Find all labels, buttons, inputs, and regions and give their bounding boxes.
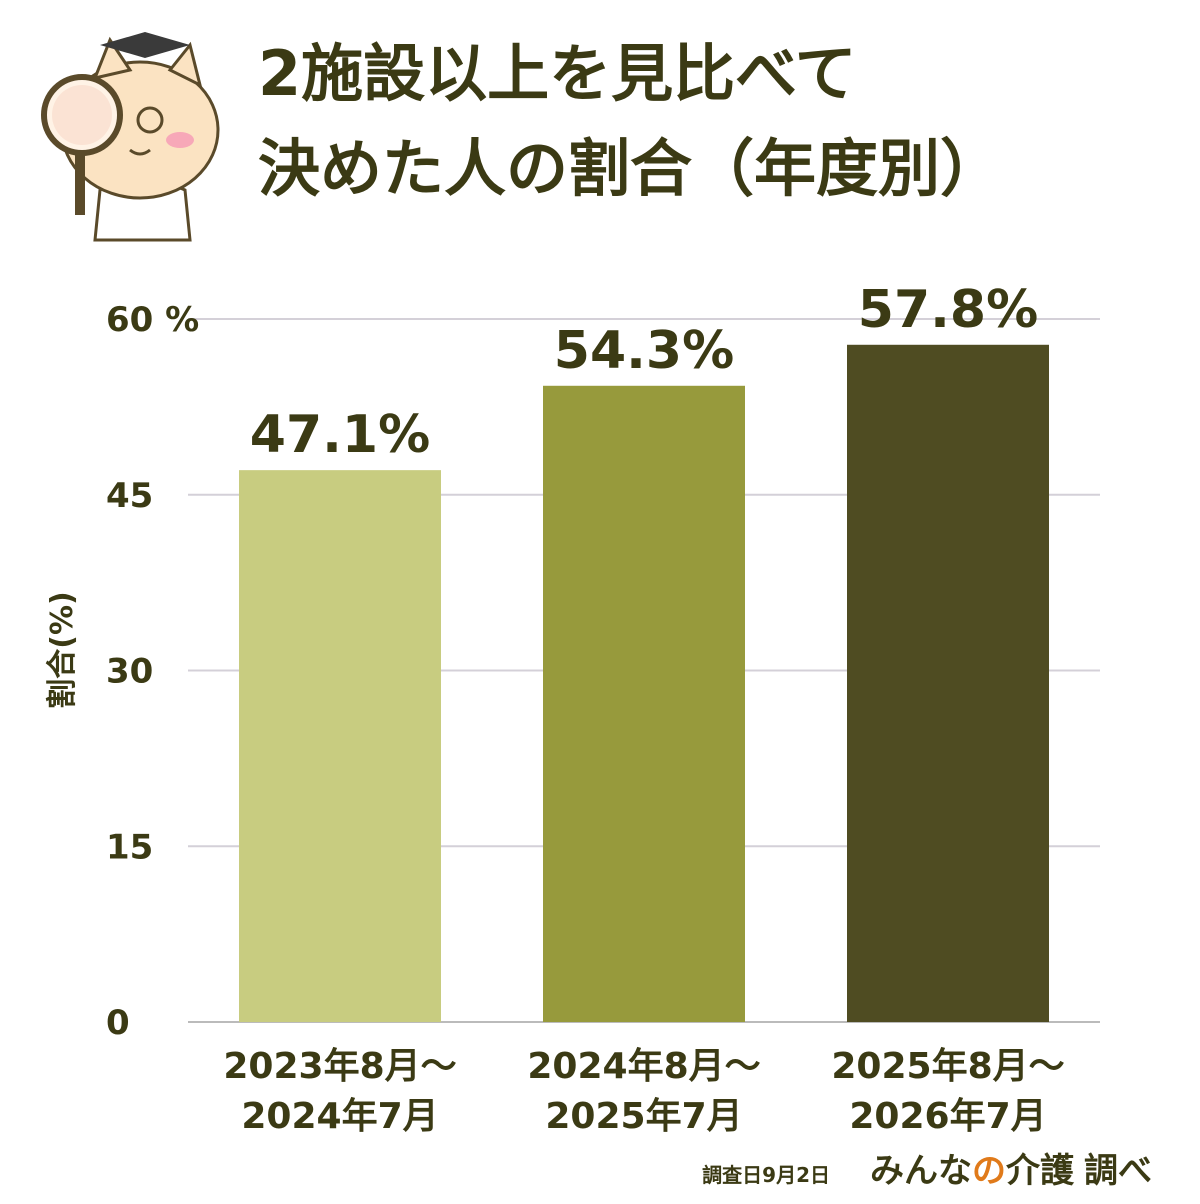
value-label: 47.1% bbox=[250, 405, 430, 465]
value-label: 54.3% bbox=[554, 321, 734, 381]
brand-part: の bbox=[972, 1151, 1006, 1191]
bar bbox=[239, 470, 441, 1022]
brand-suffix: 調べ bbox=[1084, 1151, 1152, 1191]
y-tick-label: 45 bbox=[106, 476, 153, 516]
value-label: 57.8% bbox=[858, 280, 1038, 340]
y-tick-label: 15 bbox=[106, 827, 153, 867]
chart-title: 決めた人の割合（年度別） bbox=[258, 132, 1002, 205]
brand: みんなの介護 調べ bbox=[870, 1151, 1152, 1191]
x-tick-label: 2025年8月～ bbox=[831, 1046, 1064, 1087]
y-tick-label: 30 bbox=[106, 652, 153, 692]
brand-part: みんな bbox=[870, 1151, 972, 1191]
bar bbox=[543, 385, 745, 1022]
x-tick-label: 2025年7月 bbox=[545, 1096, 742, 1137]
x-tick-label: 2024年8月～ bbox=[527, 1046, 760, 1087]
y-axis-label: 割合(%) bbox=[45, 591, 80, 708]
y-tick-label: 60 % bbox=[106, 300, 199, 340]
x-tick-label: 2023年8月～ bbox=[223, 1046, 456, 1087]
brand-part: 介護 bbox=[1006, 1151, 1075, 1191]
x-tick-label: 2024年7月 bbox=[241, 1096, 438, 1137]
survey-date: 調査日9月2日 bbox=[702, 1163, 830, 1187]
chart-title: 2施設以上を見比べて bbox=[258, 37, 857, 110]
x-tick-label: 2026年7月 bbox=[849, 1096, 1046, 1137]
bar bbox=[847, 344, 1049, 1022]
y-tick-label: 0 bbox=[106, 1003, 130, 1043]
mascot bbox=[41, 32, 220, 242]
